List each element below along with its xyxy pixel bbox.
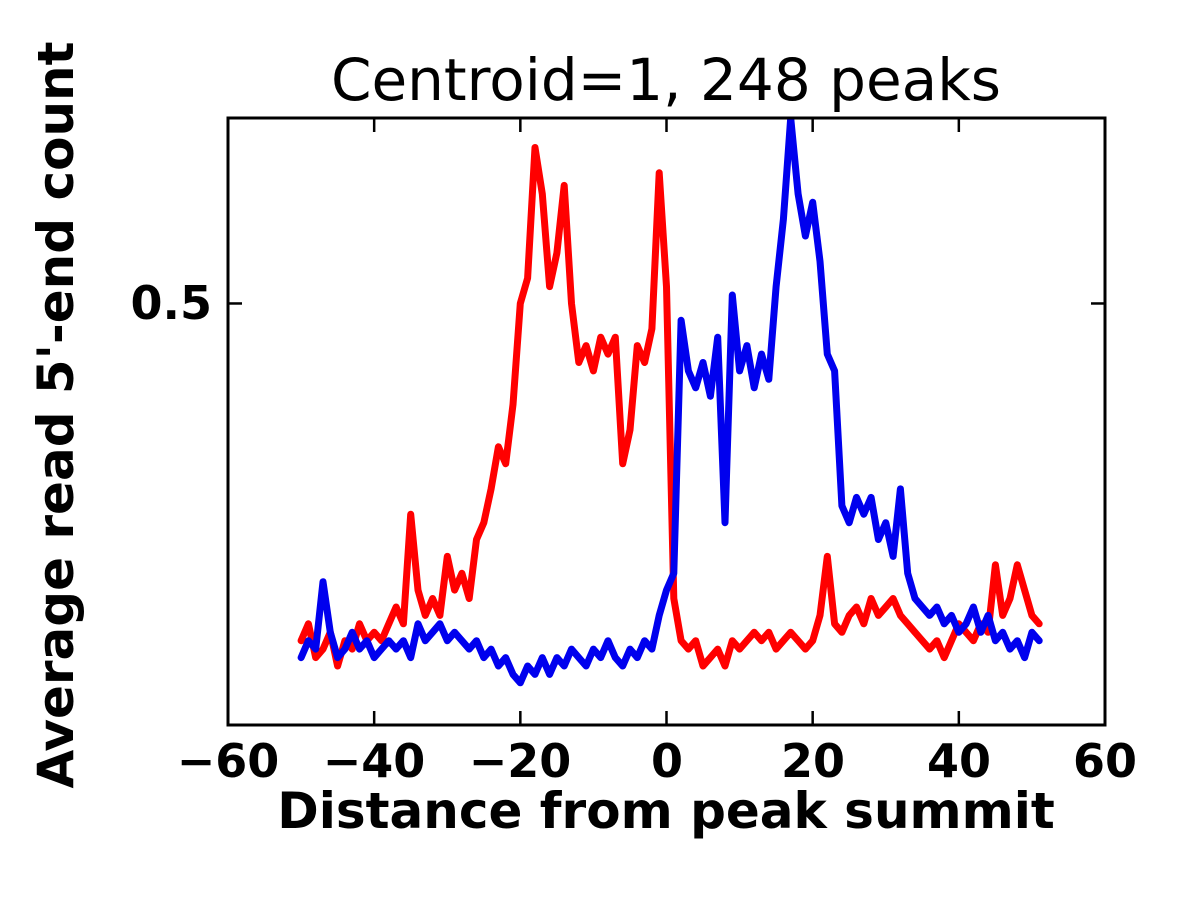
y-tick-label-0.5: 0.5 [130, 276, 213, 330]
x-tick-label-neg40: −40 [322, 734, 426, 788]
axes-border [226, 116, 1107, 727]
chart-title: Centroid=1, 248 peaks [330, 46, 1002, 114]
x-tick-label-neg20: −20 [468, 734, 572, 788]
x-tick-label-60: 60 [1072, 734, 1138, 788]
x-tick-label-neg60: −60 [176, 734, 280, 788]
x-tick-label-20: 20 [780, 734, 846, 788]
x-tick-label-0: 0 [650, 734, 684, 788]
series-blue-line [297, 118, 1043, 687]
x-axis-label: Distance from peak summit [277, 782, 1055, 840]
x-tick-label-40: 40 [926, 734, 992, 788]
series-red-line [297, 144, 1043, 670]
